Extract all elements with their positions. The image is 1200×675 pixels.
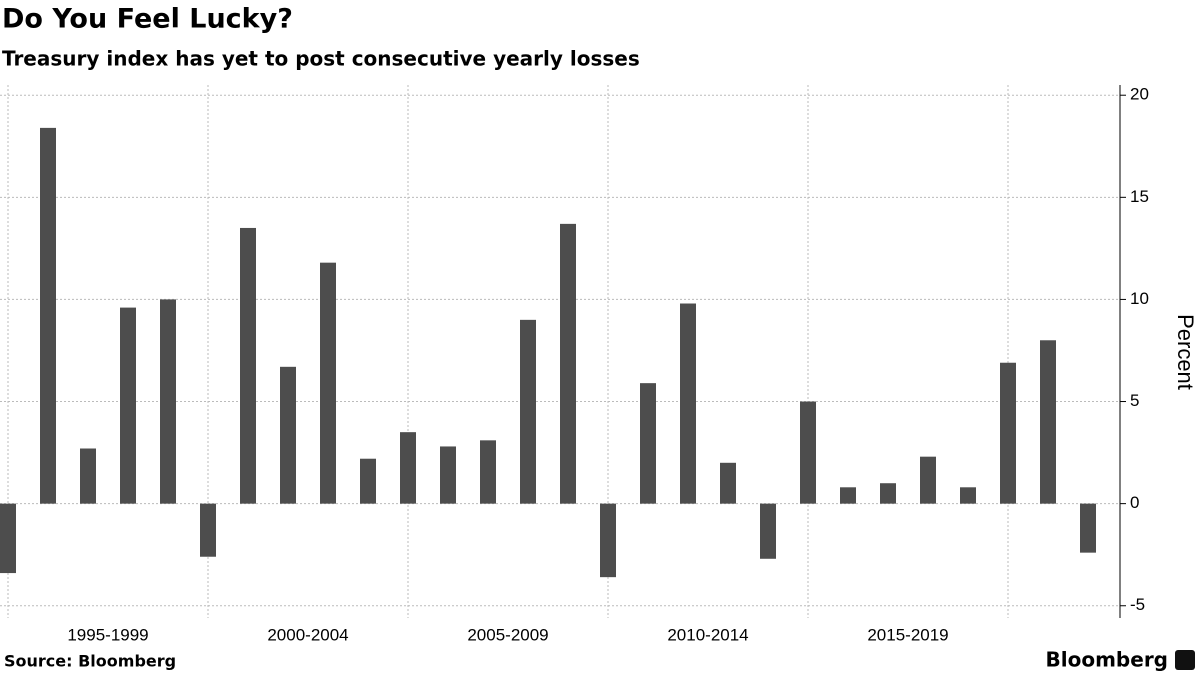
bar bbox=[400, 432, 416, 504]
bar bbox=[1000, 362, 1016, 504]
bar bbox=[440, 446, 456, 504]
bar bbox=[0, 503, 16, 574]
x-group-label: 1995-1999 bbox=[67, 625, 148, 644]
chart-title: Do You Feel Lucky? bbox=[2, 4, 293, 35]
bar bbox=[560, 223, 576, 504]
x-group-label: 2010-2014 bbox=[667, 625, 748, 644]
chart-subtitle: Treasury index has yet to post consecuti… bbox=[2, 47, 640, 71]
y-tick-label: 15 bbox=[1130, 187, 1149, 206]
x-group-label: 2005-2009 bbox=[467, 625, 548, 644]
bar bbox=[760, 503, 776, 559]
bar bbox=[640, 383, 656, 504]
bar bbox=[320, 262, 336, 504]
y-tick-label: -5 bbox=[1130, 595, 1145, 614]
y-tick-label: 20 bbox=[1130, 85, 1149, 104]
bar bbox=[200, 503, 216, 557]
x-group-label: 2015-2019 bbox=[867, 625, 948, 644]
bar bbox=[480, 440, 496, 504]
bar bbox=[160, 299, 176, 504]
bar bbox=[280, 366, 296, 504]
bar bbox=[240, 227, 256, 504]
y-tick-label: 0 bbox=[1130, 493, 1139, 512]
bar bbox=[120, 307, 136, 504]
brand-icon bbox=[1175, 650, 1195, 670]
bar bbox=[920, 456, 936, 504]
x-group-label: 2000-2004 bbox=[267, 625, 348, 644]
bar bbox=[720, 462, 736, 504]
brand: Bloomberg bbox=[1046, 648, 1168, 672]
source: Source: Bloomberg bbox=[4, 652, 176, 671]
y-tick-label: 10 bbox=[1130, 289, 1149, 308]
bar bbox=[840, 487, 856, 504]
bar bbox=[600, 503, 616, 578]
bar bbox=[800, 401, 816, 504]
bar bbox=[680, 303, 696, 504]
bar bbox=[1040, 340, 1056, 504]
bar bbox=[40, 127, 56, 504]
bar bbox=[360, 458, 376, 504]
bar bbox=[880, 483, 896, 504]
bar bbox=[520, 319, 536, 504]
bar bbox=[960, 487, 976, 504]
y-axis-label: Percent bbox=[1173, 314, 1198, 390]
y-tick-label: 5 bbox=[1130, 391, 1139, 410]
bar bbox=[1080, 503, 1096, 553]
bar bbox=[80, 448, 96, 504]
